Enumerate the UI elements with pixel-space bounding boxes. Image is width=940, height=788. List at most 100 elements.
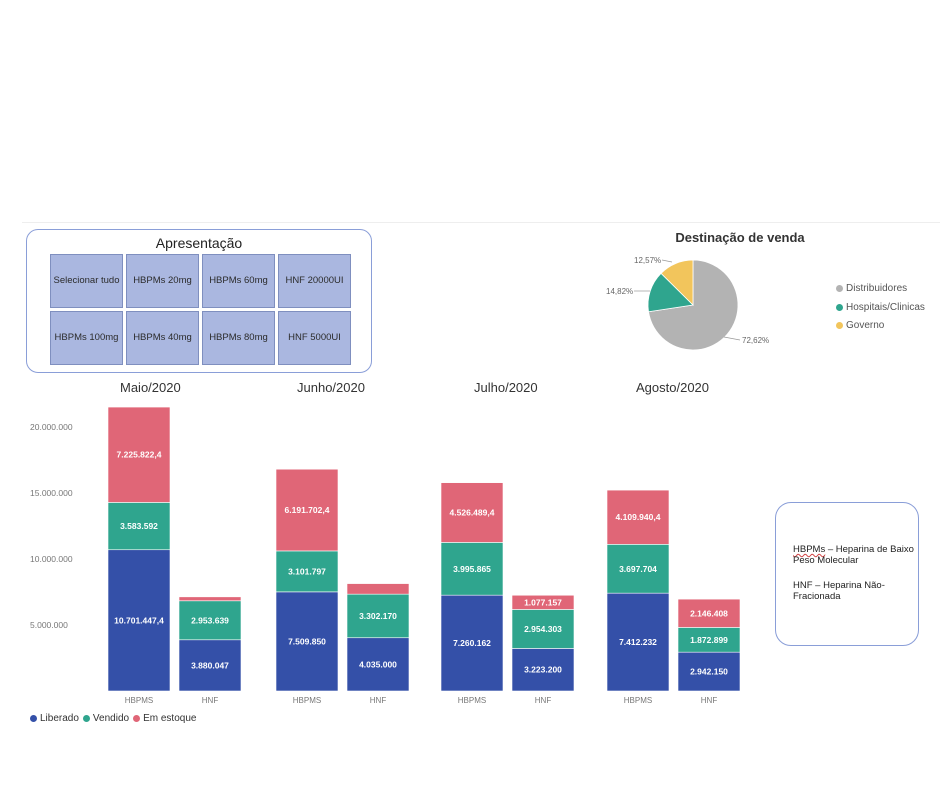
x-tick-label: HNF (701, 696, 718, 705)
glossary-hnf: HNF – Heparina Não-Fracionada (793, 580, 885, 603)
x-tick-label: HBPMS (293, 696, 321, 705)
legend-dot-icon (133, 715, 141, 722)
slicer-option-hbpms-40mg[interactable]: HBPMs 40mg (126, 311, 199, 365)
data-label: 7.225.822,4 (117, 450, 162, 460)
bar-segment-liberado[interactable] (511, 648, 575, 692)
legend-dot-icon (30, 715, 37, 722)
bar-legend: Liberado Vendido Em estoque (30, 713, 200, 724)
x-tick-label: HBPMS (624, 696, 652, 705)
data-label: 3.101.797 (288, 566, 326, 576)
data-label: 1.077.157 (524, 597, 562, 607)
bar-segment-em-estoque[interactable] (275, 468, 339, 552)
bar-segment-vendido[interactable] (440, 542, 504, 596)
slicer-option-selecionar-tudo[interactable]: Selecionar tudo (50, 254, 123, 308)
glossary-def-hbpms: – Heparina de Baixo Peso Molecular (793, 544, 914, 567)
pie-slice-governo[interactable] (660, 259, 694, 306)
slicer-option-hnf-5000ui[interactable]: HNF 5000UI (278, 311, 351, 365)
data-label: 2.954.303 (524, 624, 562, 634)
bar-segment-em-estoque[interactable] (107, 406, 171, 503)
pie-legend-distribuidores[interactable]: Distribuidores (836, 283, 907, 294)
pie-label-governo: 12,57% (634, 256, 662, 265)
glossary-hbpms: HBPMs – Heparina de Baixo Peso Molecular (793, 544, 915, 567)
slicer-option-hnf-20000ui[interactable]: HNF 20000UI (278, 254, 351, 308)
pie-leader-line (723, 336, 741, 341)
month-header-agosto: Agosto/2020 (636, 380, 710, 395)
pie-leader-line (661, 259, 673, 263)
apresentacao-slicer: Apresentação (26, 229, 372, 373)
x-tick-label: HBPMS (125, 696, 153, 705)
legend-dot-icon (82, 715, 90, 722)
bar-segment-liberado[interactable] (107, 549, 171, 692)
bar-segment-em-estoque[interactable] (677, 598, 741, 628)
bar-segment-em-estoque[interactable] (440, 482, 504, 543)
legend-dot-icon (836, 322, 843, 329)
data-label: 3.223.200 (524, 665, 562, 675)
pie-legend-governo[interactable]: Governo (836, 320, 884, 331)
data-label: 7.412.232 (619, 637, 657, 647)
data-label: 3.583.592 (120, 521, 158, 531)
bar-segment-em-estoque[interactable] (178, 596, 242, 602)
data-label: 10.701.447,4 (114, 615, 164, 625)
bar-segment-em-estoque[interactable] (346, 583, 410, 595)
legend-item-liberado[interactable]: Liberado (30, 713, 79, 724)
y-tick-label: 15.000.000 (30, 488, 73, 498)
slicer-option-hbpms-100mg[interactable]: HBPMs 100mg (50, 311, 123, 365)
bar-segment-liberado[interactable] (677, 651, 741, 692)
data-label: 3.302.170 (359, 611, 397, 621)
slicer-title: Apresentação (155, 235, 243, 251)
bar-segment-em-estoque[interactable] (606, 489, 670, 545)
x-tick-label: HNF (535, 696, 552, 705)
bar-segment-liberado[interactable] (346, 637, 410, 692)
data-label: 3.697.704 (619, 564, 657, 574)
legend-label: Governo (846, 320, 885, 331)
x-tick-label: HNF (370, 696, 387, 705)
data-label: 4.109.940,4 (616, 512, 661, 522)
pie-label-hospitais: 14,82% (606, 287, 634, 296)
bar-segment-vendido[interactable] (346, 593, 410, 639)
legend-item-em-estoque[interactable]: Em estoque (133, 713, 196, 724)
month-header-maio: Maio/2020 (120, 380, 181, 395)
y-tick-label: 5.000.000 (30, 620, 68, 630)
slicer-option-hbpms-80mg[interactable]: HBPMs 80mg (202, 311, 275, 365)
data-label: 2.942.150 (690, 667, 728, 677)
slicer-option-hbpms-60mg[interactable]: HBPMs 60mg (202, 254, 275, 308)
slicer-option-hbpms-20mg[interactable]: HBPMs 20mg (126, 254, 199, 308)
data-label: 3.880.047 (191, 660, 229, 670)
legend-dot-icon (836, 304, 843, 311)
bar-segment-vendido[interactable] (677, 627, 741, 653)
x-tick-label: HNF (202, 696, 219, 705)
month-header-julho: Julho/2020 (474, 380, 538, 395)
legend-label: Vendido (92, 713, 130, 724)
y-tick-label: 10.000.000 (30, 554, 73, 564)
pie-legend-hospitais[interactable]: Hospitais/Clinicas (836, 302, 925, 313)
bar-segment-vendido[interactable] (606, 544, 670, 594)
top-divider (22, 222, 940, 223)
legend-label: Distribuidores (846, 283, 908, 294)
bar-segment-em-estoque[interactable] (511, 594, 575, 610)
data-label: 4.526.489,4 (450, 508, 495, 518)
glossary-box (775, 502, 919, 646)
legend-dot-icon (836, 285, 843, 292)
data-label: 2.953.639 (191, 615, 229, 625)
data-label: 3.995.865 (453, 564, 491, 574)
legend-label: Liberado (40, 713, 79, 724)
data-label: 1.872.899 (690, 635, 728, 645)
bar-segment-liberado[interactable] (440, 594, 504, 692)
bar-segment-vendido[interactable] (178, 600, 242, 641)
glossary-term-hbpms: HBPMs (793, 544, 826, 555)
data-label: 2.146.408 (690, 608, 728, 618)
legend-item-vendido[interactable]: Vendido (82, 713, 130, 724)
y-tick-label: 20.000.000 (30, 422, 73, 432)
pie-label-distribuidores: 72,62% (742, 336, 770, 345)
month-header-junho: Junho/2020 (297, 380, 365, 395)
pie-title: Destinação de venda (675, 230, 805, 245)
legend-label: Em estoque (143, 713, 197, 724)
legend-label: Hospitais/Clinicas (846, 302, 925, 313)
bar-segment-vendido[interactable] (511, 609, 575, 649)
data-label: 6.191.702,4 (285, 505, 330, 515)
data-label: 7.260.162 (453, 638, 491, 648)
bar-segment-liberado[interactable] (178, 639, 242, 692)
data-label: 4.035.000 (359, 659, 397, 669)
